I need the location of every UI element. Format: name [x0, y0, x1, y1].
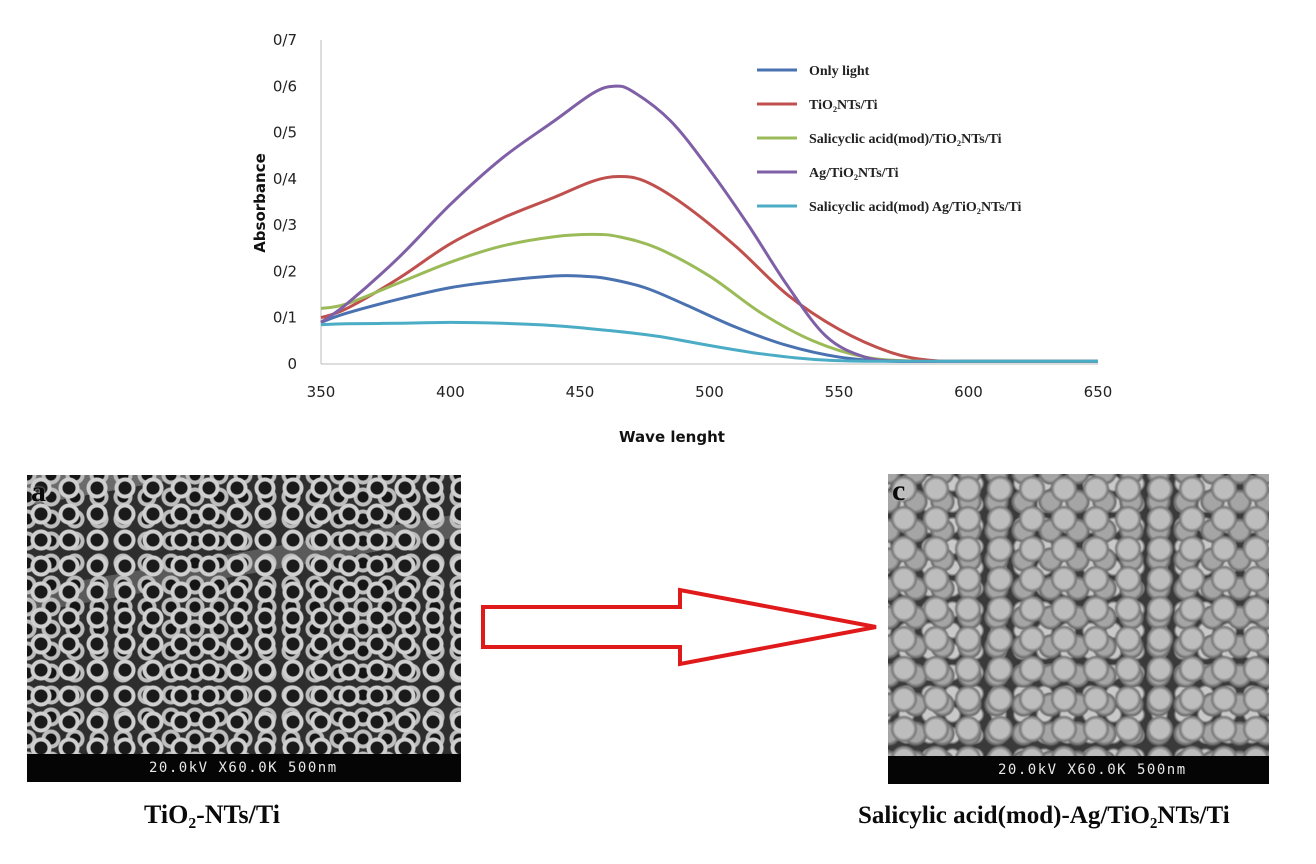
caption-a: TiO₂-NTs/Ti	[144, 800, 280, 829]
legend-label-2: TiO₂NTs/Ti	[809, 98, 878, 113]
y-tick-label: 0/3	[273, 216, 297, 234]
y-tick-labels: 0 0/1 0/2 0/3 0/4 0/5 0/6 0/7	[273, 31, 297, 373]
panel-letter-a: a	[31, 475, 46, 508]
y-tick-label: 0/4	[273, 170, 297, 188]
absorbance-chart: 350 400 450 500 550 600 650 0 0/1 0/2 0/3 0/4 0/5 0/…	[251, 31, 1113, 446]
x-axis-title: Wave lenght	[619, 428, 725, 446]
x-tick-label: 600	[954, 383, 983, 401]
chart-legend: Only light TiO₂NTs/Ti Salicyclic acid(mod)…	[757, 64, 1022, 215]
x-tick-label: 350	[307, 383, 336, 401]
x-tick-label: 550	[825, 383, 854, 401]
chart-axes	[320, 40, 1098, 365]
legend-label-3: Salicyclic acid(mod)/TiO₂NTs/Ti	[809, 132, 1002, 147]
x-tick-label: 500	[695, 383, 724, 401]
sem-image-c: c 20.0kV X60.0K 500nm	[888, 474, 1269, 784]
panel-letter-c: c	[892, 474, 906, 507]
x-tick-labels: 350 400 450 500 550 600 650	[307, 383, 1113, 401]
series-lines	[320, 84, 1099, 364]
legend-label-4: Ag/TiO₂NTs/Ti	[809, 166, 899, 181]
legend-label-1: Only light	[809, 64, 870, 79]
x-tick-label: 400	[436, 383, 465, 401]
caption-c: Salicylic acid(mod)-Ag/TiO₂NTs/Ti	[858, 802, 1230, 829]
y-tick-label: 0	[287, 355, 297, 373]
y-tick-label: 0/5	[273, 124, 297, 142]
series-line-2	[320, 175, 1099, 363]
y-tick-label: 0/7	[273, 31, 297, 49]
sem-image-a: a 20.0kV X60.0K 500nm	[27, 475, 461, 782]
x-tick-label: 450	[566, 383, 595, 401]
y-tick-label: 0/6	[273, 77, 297, 95]
y-axis-title: Absorbance	[251, 153, 269, 253]
y-tick-label: 0/1	[273, 309, 297, 327]
series-line-1	[320, 274, 1098, 364]
transition-arrow-icon	[481, 587, 877, 667]
x-tick-label: 650	[1084, 383, 1113, 401]
legend-label-5: Salicyclic acid(mod) Ag/TiO₂NTs/Ti	[809, 200, 1022, 215]
y-tick-label: 0/2	[273, 262, 297, 280]
sem-scale-bar-c: 20.0kV X60.0K 500nm	[888, 756, 1269, 784]
series-line-5	[320, 320, 1098, 363]
sem-scale-bar-a: 20.0kV X60.0K 500nm	[27, 754, 461, 782]
